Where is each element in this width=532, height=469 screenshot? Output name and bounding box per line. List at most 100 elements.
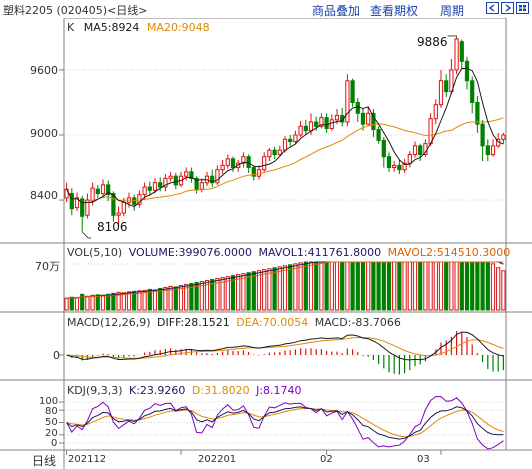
volume-bar [257,271,260,310]
volume-bar [450,262,453,310]
candle [278,150,281,154]
kdj-k-value: K:23.9260 [129,384,185,397]
candle [439,81,442,105]
volume-bar [65,298,68,310]
candle [283,139,286,150]
volume-bar [278,267,281,310]
candle [325,118,328,129]
volume-bar [382,262,385,310]
ma20-label: MA20:9048 [147,21,210,34]
candle [200,183,203,190]
candle [393,165,396,167]
volume-bar [174,287,177,310]
volume-bar [367,262,370,310]
y-tick-9600: 9600 [30,64,58,77]
volume-bar [398,262,401,310]
volume-bar [299,263,302,310]
candle [491,146,494,155]
kdj-legend-name: KDJ(9,3,3) [67,384,123,397]
diff-value: DIFF:28.1521 [157,316,230,329]
kline-legend: K MA5:8924 MA20:9048 [67,21,210,34]
volume-bar [122,293,125,310]
volume-bar [486,262,489,310]
volume-bar [439,262,442,310]
volume-bar [497,268,500,310]
volume-bar [268,269,271,310]
mavol1-value: MAVOL1:411761.8000 [258,246,381,259]
volume-legend-name: VOL(5,10) [67,246,122,259]
candle [263,157,266,170]
volume-bar [429,262,432,310]
volume-bar [335,262,338,310]
candle [335,115,338,119]
candle [133,198,136,205]
candle [356,102,359,113]
volume-bar [387,262,390,310]
volume-bar [502,271,505,310]
candle [101,185,104,194]
candle [408,155,411,164]
volume-bar [471,262,474,310]
candle [387,157,390,168]
candle [159,183,162,187]
volume-bar [481,262,484,310]
candle [465,61,468,81]
x-axis-title: 日线 [32,452,56,469]
period-button[interactable]: 周期 [440,2,464,19]
dea-line [67,338,504,359]
grid-box-icon[interactable] [516,2,529,14]
candle [148,187,151,190]
candle [346,81,349,122]
volume-bar [330,262,333,310]
kdj-y-tick-80: 80 [45,406,58,417]
candle [247,157,250,168]
candle [471,81,474,103]
candle [315,122,318,126]
contract-title: 塑料2205 (020405)<日线> [3,2,148,18]
candle [122,202,125,213]
volume-bar [96,295,99,310]
volume-bar [361,262,364,310]
candle [429,119,432,144]
volume-bar [304,262,307,310]
candle [413,146,416,155]
volume-value: VOLUME:399076.0000 [129,246,252,259]
candle [367,113,370,124]
arrow-right-box-icon[interactable] [501,2,514,14]
volume-bar [413,262,416,310]
macd-legend-name: MACD(12,26,9) [67,316,151,329]
candle [273,150,276,154]
candle [294,135,297,142]
candle [289,139,292,141]
volume-bar [320,262,323,310]
volume-bar [309,262,312,310]
candle [304,126,307,130]
volume-bar [346,262,349,310]
volume-bar [491,264,494,310]
candle [268,150,271,157]
candle [486,146,489,155]
volume-bar [408,262,411,310]
candle [361,113,364,124]
kdj-d-value: D:31.8020 [192,384,250,397]
kline-legend-k: K [67,21,74,34]
volume-bar [273,268,276,310]
candle [460,42,463,62]
header-bar: 塑料2205 (020405)<日线> 商品叠加 查看期权 周期 [0,0,532,18]
overlay-commodity-button[interactable]: 商品叠加 [312,2,360,19]
low-price-label: 8106 [97,220,128,234]
volume-bar [70,297,73,310]
kdj-j-line [67,397,504,450]
volume-bar [107,294,110,310]
arrow-left-box-icon[interactable] [486,2,499,14]
volume-bar [445,262,448,310]
candle [91,188,94,201]
x-tick-202201: 202201 [198,454,236,465]
candle [117,213,120,215]
candle [257,170,260,177]
x-tick-02: 02 [320,454,333,465]
view-options-button[interactable]: 查看期权 [370,2,418,19]
candle [481,124,484,146]
volume-bar [351,262,354,310]
